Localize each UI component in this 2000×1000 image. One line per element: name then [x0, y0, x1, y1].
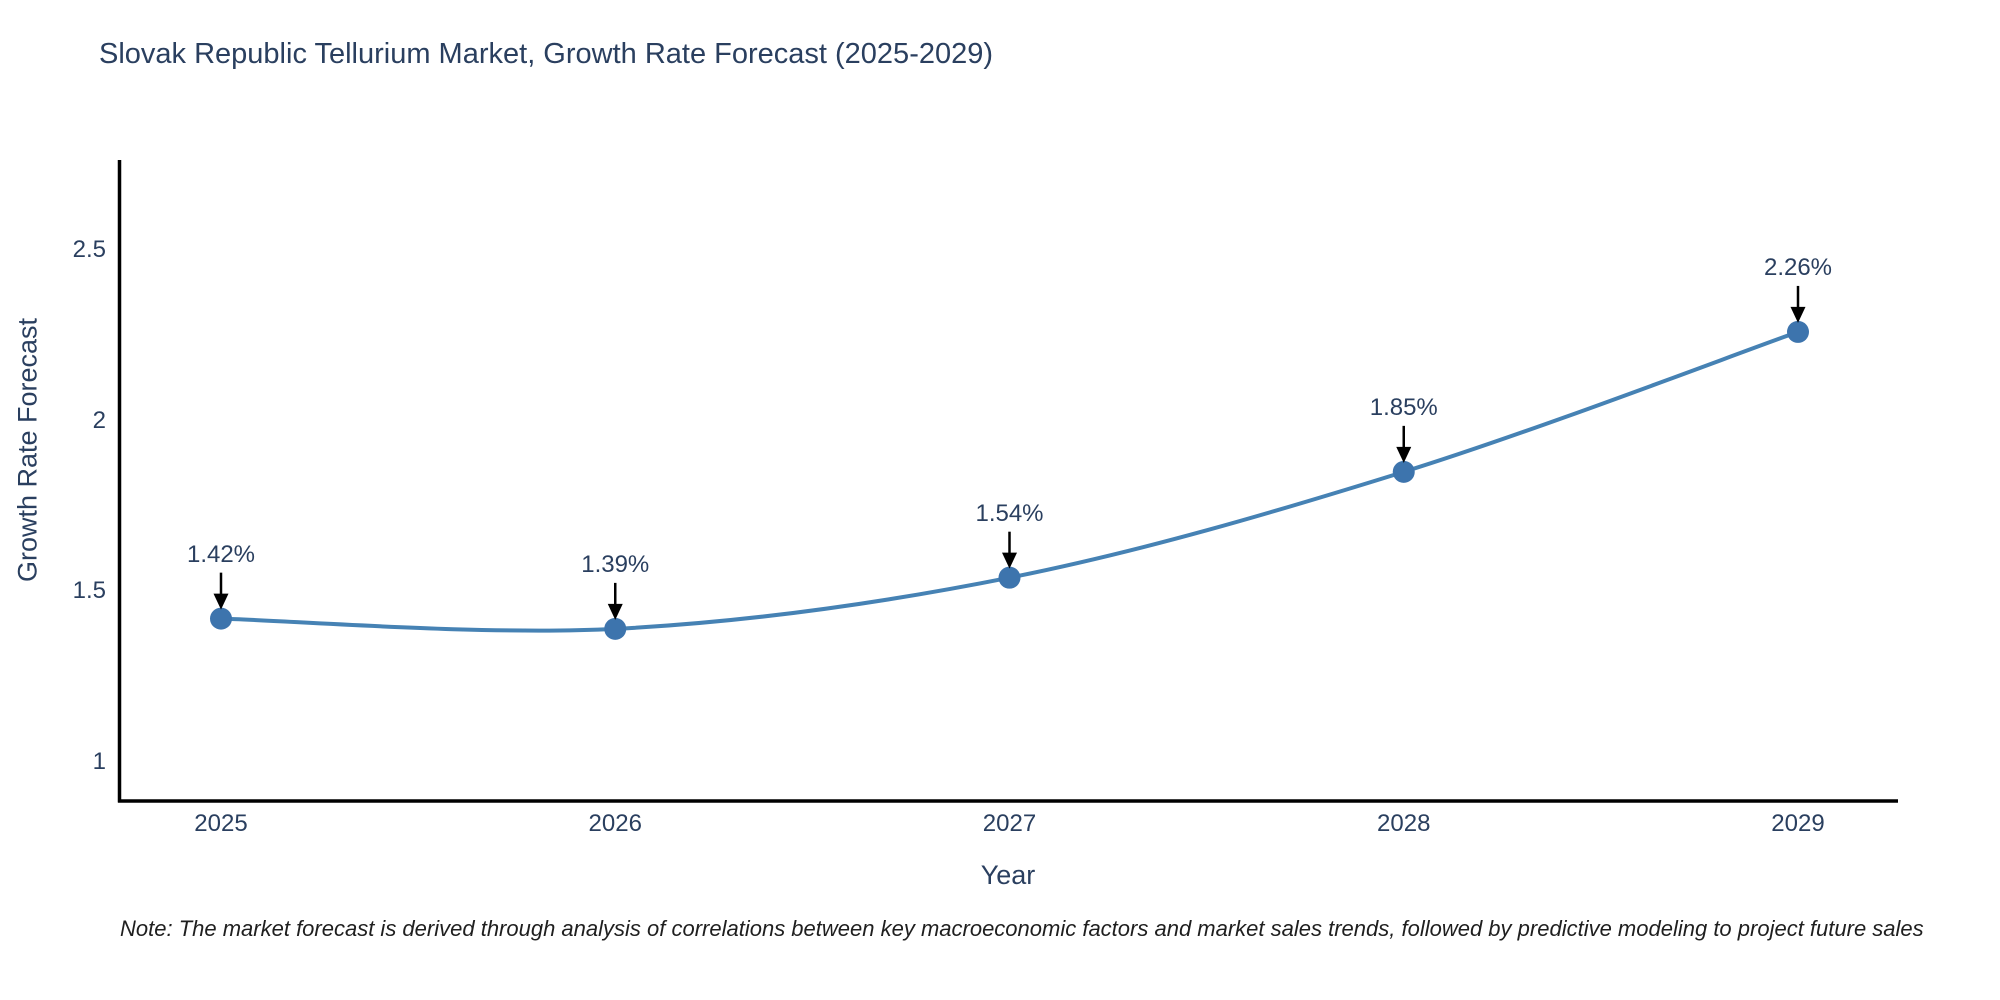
x-axis-title: Year	[980, 860, 1036, 890]
x-tick-label: 2028	[1377, 810, 1431, 837]
data-point-marker	[1392, 460, 1415, 483]
y-tick-label: 2	[92, 406, 106, 434]
annotation-arrowhead	[213, 593, 229, 610]
data-point-value-label: 1.42%	[186, 540, 256, 568]
x-tick-label: 2027	[982, 810, 1037, 837]
annotation-arrowhead	[1396, 446, 1412, 463]
data-point-marker	[998, 566, 1021, 589]
y-tick-label: 1.5	[72, 577, 106, 605]
data-point-marker	[210, 607, 232, 630]
data-point-marker	[1787, 320, 1809, 343]
y-tick-label: 2.5	[72, 236, 106, 263]
data-point-value-label: 1.39%	[581, 550, 650, 578]
data-point-marker	[604, 617, 627, 640]
data-point-value-label: 1.85%	[1369, 393, 1438, 421]
annotation-arrowhead	[1002, 552, 1017, 569]
data-point-value-label: 2.26%	[1763, 253, 1833, 281]
chart-title: Slovak Republic Tellurium Market, Growth…	[99, 38, 994, 70]
x-tick-label: 2025	[194, 810, 248, 837]
x-tick-label: 2026	[588, 810, 642, 837]
annotation-arrowhead	[1790, 306, 1806, 323]
annotation-arrowhead	[607, 603, 623, 620]
y-tick-label: 1	[92, 748, 106, 775]
chart-footnote: Note: The market forecast is derived thr…	[120, 916, 1924, 941]
x-tick-label: 2029	[1771, 810, 1825, 837]
data-point-value-label: 1.54%	[975, 499, 1044, 527]
